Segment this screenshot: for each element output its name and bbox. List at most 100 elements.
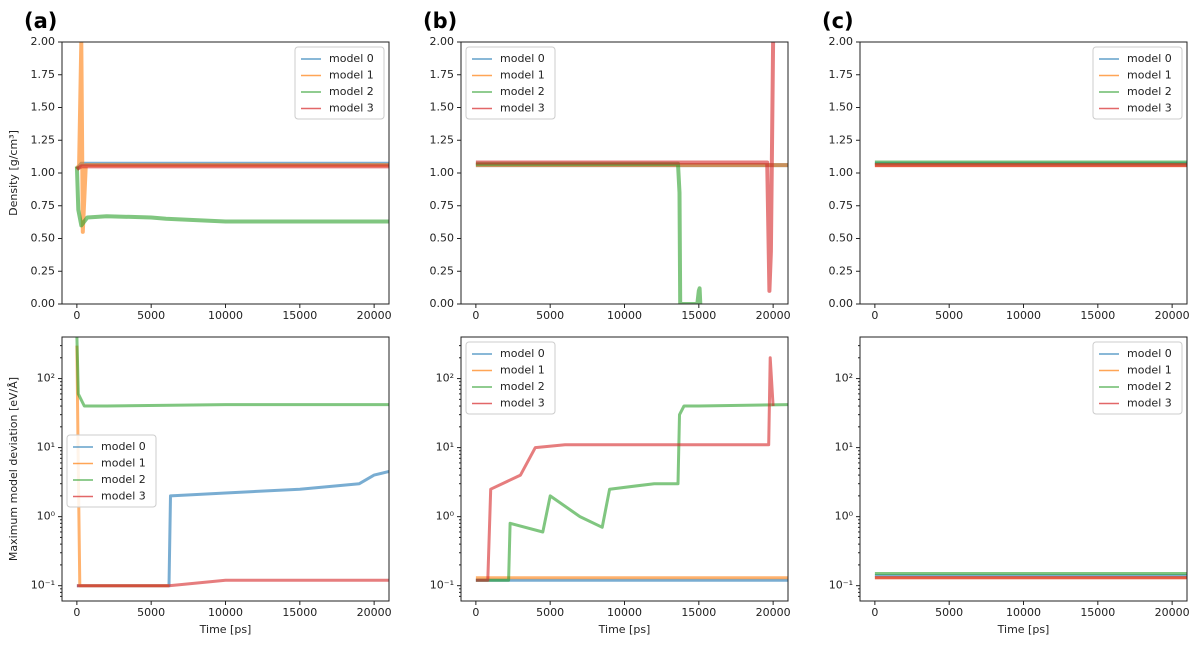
- x-tick-label: 10000: [607, 309, 642, 322]
- plot-area: [874, 572, 1187, 580]
- y-tick-label: 10⁻¹: [829, 579, 853, 592]
- x-tick-label: 0: [73, 606, 80, 619]
- x-tick-label: 10000: [208, 309, 243, 322]
- y-tick-label: 1.25: [430, 133, 455, 146]
- legend-label: model 0: [500, 52, 545, 65]
- series-line-model-3: [475, 42, 776, 293]
- legend-label: model 3: [500, 397, 545, 410]
- series-line-model-2: [74, 166, 389, 228]
- y-tick-label: 10⁻¹: [430, 579, 454, 592]
- series-line-model-2: [475, 161, 703, 304]
- x-axis-label: Time [ps]: [199, 623, 252, 636]
- x-tick-label: 20000: [1155, 309, 1190, 322]
- y-tick-label: 0.75: [829, 199, 854, 212]
- panel-2: 0 5000 10000 15000 20000 0.00 0.25 0.50 0.75 1.00…: [430, 35, 791, 322]
- y-tick-label: 1.75: [829, 68, 854, 81]
- y-tick-label: 10¹: [835, 441, 853, 454]
- x-tick-label: 0: [871, 309, 878, 322]
- y-tick-label: 2.00: [31, 35, 56, 48]
- x-tick-label: 5000: [536, 606, 564, 619]
- y-tick-label: 10¹: [436, 441, 454, 454]
- legend: model 0 model 1 model 2 model 3: [1092, 46, 1183, 120]
- y-tick-label: 1.50: [430, 101, 455, 114]
- x-tick-label: 10000: [1006, 309, 1041, 322]
- legend-label: model 0: [500, 347, 545, 360]
- legend-label: model 2: [500, 85, 545, 98]
- y-tick-label: 0.75: [31, 199, 56, 212]
- legend-label: model 0: [329, 52, 374, 65]
- legend-label: model 3: [1127, 397, 1172, 410]
- legend-box: [465, 46, 556, 120]
- legend-label: model 3: [500, 102, 545, 115]
- legend-label: model 0: [101, 440, 146, 453]
- y-tick-label: 10⁻¹: [31, 579, 55, 592]
- panel-3: 0 5000 10000 15000 20000 0.00 0.25 0.50 0.75 1.00…: [829, 35, 1190, 322]
- x-tick-label: 15000: [1080, 309, 1115, 322]
- legend: model 0 model 1 model 2 model 3: [465, 341, 556, 415]
- y-tick-label: 10²: [835, 372, 853, 385]
- legend-label: model 0: [1127, 52, 1172, 65]
- y-tick-label: 10²: [37, 372, 55, 385]
- y-tick-label: 0.50: [430, 232, 455, 245]
- y-tick-label: 1.25: [829, 133, 854, 146]
- x-tick-label: 15000: [282, 606, 317, 619]
- legend-box: [294, 46, 385, 120]
- series-line-model-0: [76, 470, 389, 588]
- legend-label: model 1: [500, 69, 545, 82]
- series-line-model-2: [75, 337, 389, 408]
- legend-label: model 2: [1127, 85, 1172, 98]
- panel-label: (a): [24, 9, 57, 33]
- x-tick-label: 5000: [137, 606, 165, 619]
- x-tick-label: 0: [73, 309, 80, 322]
- legend-label: model 1: [329, 69, 374, 82]
- y-tick-label: 1.50: [829, 101, 854, 114]
- legend-box: [465, 341, 556, 415]
- y-tick-label: 0.50: [829, 232, 854, 245]
- legend-label: model 3: [329, 102, 374, 115]
- y-tick-label: 0.25: [829, 264, 854, 277]
- series-line-model-3: [475, 356, 775, 582]
- legend-label: model 3: [1127, 102, 1172, 115]
- x-tick-label: 5000: [137, 309, 165, 322]
- x-tick-label: 15000: [681, 606, 716, 619]
- x-tick-label: 10000: [607, 606, 642, 619]
- y-tick-label: 0.50: [31, 232, 56, 245]
- x-axis-label: Time [ps]: [598, 623, 651, 636]
- y-tick-label: 0.25: [430, 264, 455, 277]
- legend-label: model 0: [1127, 347, 1172, 360]
- plot-area: [475, 356, 788, 582]
- x-tick-label: 5000: [935, 309, 963, 322]
- x-tick-label: 10000: [208, 606, 243, 619]
- y-tick-label: 1.00: [31, 166, 56, 179]
- x-tick-label: 5000: [935, 606, 963, 619]
- x-tick-label: 0: [472, 309, 479, 322]
- legend-label: model 2: [1127, 380, 1172, 393]
- y-tick-label: 0.00: [31, 297, 56, 310]
- legend: model 0 model 1 model 2 model 3: [66, 434, 157, 508]
- y-tick-label: 2.00: [829, 35, 854, 48]
- legend-label: model 2: [101, 473, 146, 486]
- legend-label: model 1: [101, 457, 146, 470]
- panel-6: 0 5000 10000 15000 20000 10⁻¹ 10⁰ 10¹ 10² Time [p…: [829, 336, 1190, 636]
- x-tick-label: 0: [871, 606, 878, 619]
- y-tick-label: 0.75: [430, 199, 455, 212]
- legend-label: model 2: [329, 85, 374, 98]
- x-tick-label: 20000: [1155, 606, 1190, 619]
- x-tick-label: 10000: [1006, 606, 1041, 619]
- y-tick-label: 1.25: [31, 133, 56, 146]
- y-tick-label: 0.00: [829, 297, 854, 310]
- plot-area: [874, 160, 1187, 168]
- x-tick-label: 0: [472, 606, 479, 619]
- y-axis-label: Maximum model deviation [eV/Å]: [7, 377, 20, 561]
- legend-box: [1092, 341, 1183, 415]
- x-tick-label: 20000: [756, 309, 791, 322]
- legend-label: model 2: [500, 380, 545, 393]
- y-tick-label: 1.75: [430, 68, 455, 81]
- x-tick-label: 20000: [357, 309, 392, 322]
- legend-label: model 1: [1127, 364, 1172, 377]
- x-axis-label: Time [ps]: [997, 623, 1050, 636]
- x-tick-label: 20000: [357, 606, 392, 619]
- x-tick-label: 15000: [282, 309, 317, 322]
- plot-area: [475, 42, 788, 304]
